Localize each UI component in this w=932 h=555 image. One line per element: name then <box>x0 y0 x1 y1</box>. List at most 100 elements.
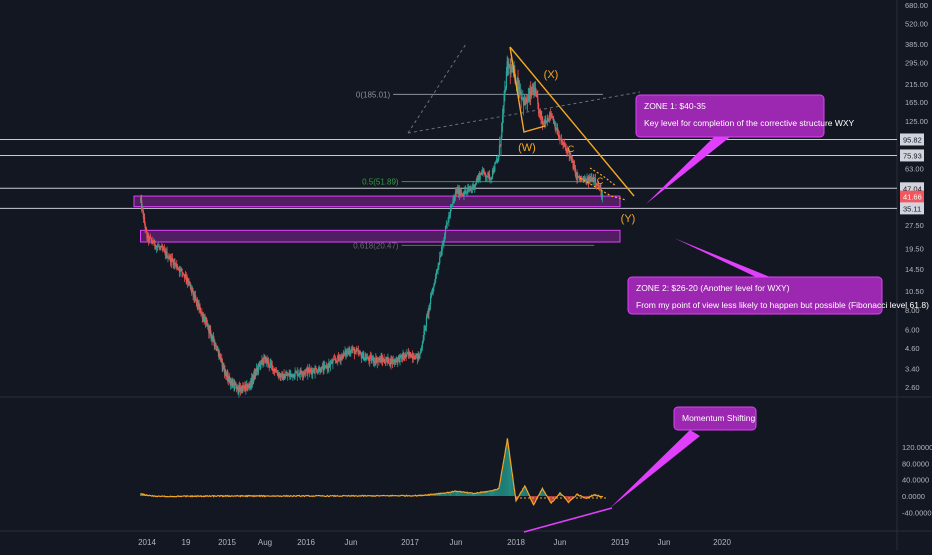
candle-body <box>352 348 354 350</box>
candle <box>501 122 503 140</box>
candle <box>278 372 280 380</box>
candle-body <box>468 187 470 189</box>
candle-body <box>423 330 425 340</box>
candle <box>371 354 373 364</box>
candle-body <box>276 370 278 373</box>
candle-body <box>400 354 402 356</box>
candle-body <box>397 356 400 359</box>
candle <box>438 262 440 270</box>
candle <box>594 173 597 189</box>
fib-level-label: 0.618(20.47) <box>353 241 399 250</box>
candle <box>375 355 378 364</box>
wave-c-dotted-path <box>589 167 617 187</box>
candle-body <box>519 87 521 94</box>
candle <box>221 353 223 361</box>
candle <box>295 370 297 373</box>
candle <box>575 171 577 181</box>
candle-body <box>415 353 418 356</box>
candle <box>278 371 281 379</box>
candle-body <box>479 173 481 180</box>
candle-body <box>315 368 317 370</box>
candle-body <box>188 282 191 284</box>
candle-body <box>597 184 600 189</box>
candle-body <box>190 287 192 291</box>
candle-body <box>223 366 225 369</box>
candle <box>444 232 446 242</box>
candle-body <box>185 274 187 280</box>
candle-body <box>408 352 410 355</box>
candle <box>305 367 307 372</box>
candle-body <box>155 246 158 249</box>
candle <box>532 83 534 95</box>
candle-body <box>204 318 206 322</box>
candle-body <box>578 176 580 179</box>
candle <box>346 347 349 357</box>
candle-body <box>372 357 375 363</box>
zone1-pointer <box>646 137 730 204</box>
candle <box>307 363 309 380</box>
candle-body <box>274 371 276 373</box>
candle <box>562 138 564 150</box>
candle <box>222 362 224 370</box>
candle-body <box>310 369 312 371</box>
candle <box>245 381 247 395</box>
candle <box>388 362 391 366</box>
candle-body <box>582 178 584 180</box>
candle-body <box>280 374 282 378</box>
candle <box>468 185 470 193</box>
candle-body <box>411 354 413 359</box>
candle-body <box>449 214 451 216</box>
candle-body <box>396 359 398 362</box>
oscillator-line <box>140 438 604 506</box>
candle-body <box>330 361 332 364</box>
candle-body <box>481 173 483 175</box>
candle <box>363 357 366 362</box>
candle-body <box>242 386 244 388</box>
price-badge-bg <box>900 190 924 203</box>
candle <box>332 359 334 370</box>
candle <box>162 245 165 252</box>
candle-body <box>305 368 307 371</box>
candle-body <box>425 326 427 328</box>
candle <box>456 186 458 195</box>
candle <box>170 253 173 269</box>
candle <box>396 356 398 365</box>
candle-body <box>571 160 573 162</box>
price-axis-tick: 2.60 <box>905 383 920 392</box>
candle <box>601 189 603 200</box>
candle <box>144 221 146 234</box>
candle-body <box>216 349 218 351</box>
candle <box>386 356 388 366</box>
candle <box>293 374 295 378</box>
candle-body <box>353 348 355 350</box>
candle-body <box>600 187 602 191</box>
candle-body <box>391 358 393 365</box>
candle-body <box>260 360 262 365</box>
candle <box>260 360 262 369</box>
candle-body <box>324 365 326 367</box>
candle-body <box>303 372 305 374</box>
candle <box>178 265 180 278</box>
candle-body <box>469 189 471 191</box>
candle <box>421 340 423 352</box>
candle <box>407 351 409 354</box>
candle <box>416 353 418 365</box>
candle-body <box>339 357 341 361</box>
candle-body <box>350 351 352 353</box>
candle-body <box>176 263 178 268</box>
candle-body <box>471 188 474 190</box>
candle <box>412 352 414 363</box>
candle <box>439 251 441 265</box>
candle-body <box>213 342 215 346</box>
candle <box>462 191 464 197</box>
candle-body <box>167 257 169 259</box>
candle-body <box>225 372 227 376</box>
candle <box>565 143 567 154</box>
candle-body <box>485 176 487 178</box>
candle <box>147 232 149 243</box>
candle <box>560 138 562 140</box>
candle <box>397 357 399 368</box>
candle <box>594 177 596 186</box>
candle-body <box>412 357 414 359</box>
candle-body <box>267 360 269 363</box>
